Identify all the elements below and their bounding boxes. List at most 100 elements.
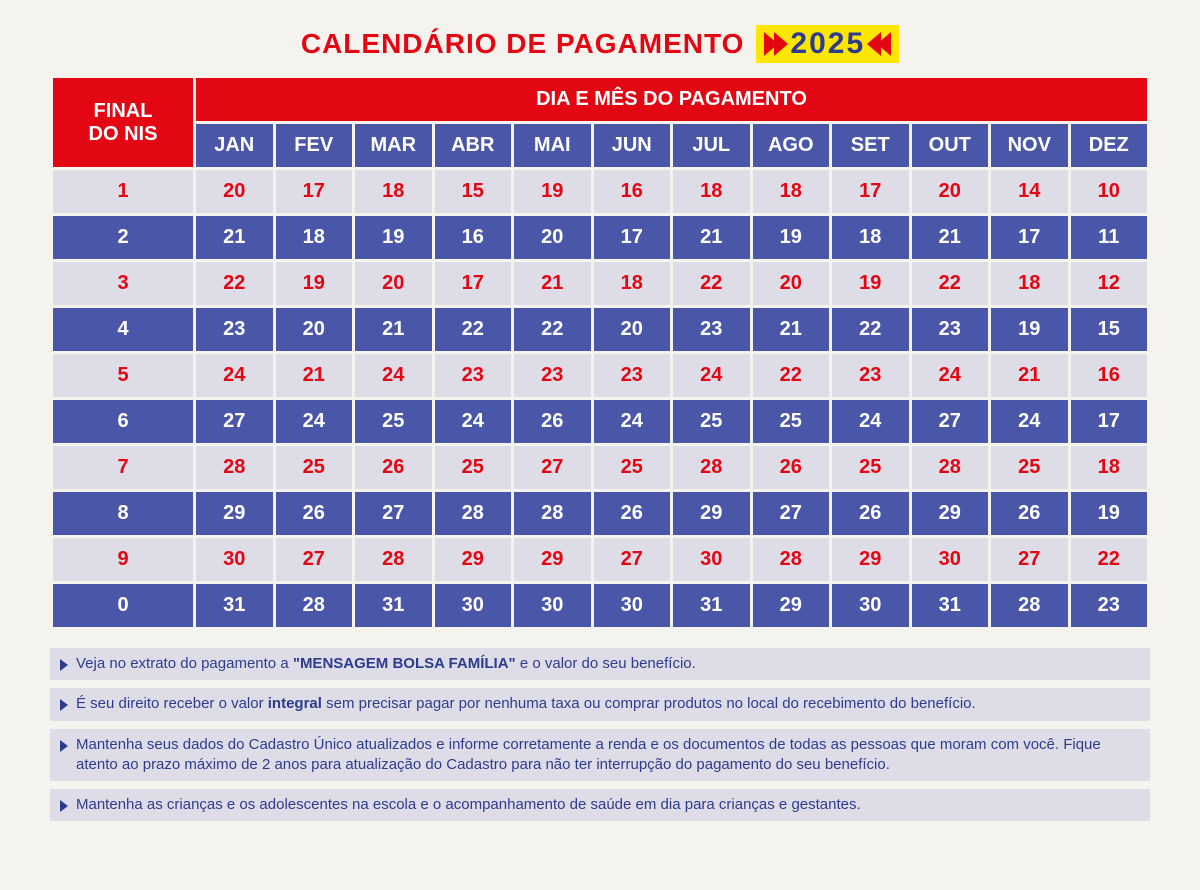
day-cell: 17 xyxy=(1071,400,1148,443)
day-cell: 24 xyxy=(594,400,671,443)
day-cell: 30 xyxy=(196,538,273,581)
day-cell: 26 xyxy=(594,492,671,535)
day-cell: 18 xyxy=(991,262,1068,305)
day-cell: 29 xyxy=(673,492,750,535)
day-cell: 30 xyxy=(594,584,671,627)
month-header: JUL xyxy=(673,124,750,167)
day-cell: 25 xyxy=(673,400,750,443)
month-header: MAR xyxy=(355,124,432,167)
header-nis-line1: FINAL xyxy=(94,100,153,122)
day-cell: 25 xyxy=(991,446,1068,489)
triangle-bullet-icon xyxy=(60,659,68,671)
day-cell: 29 xyxy=(196,492,273,535)
table-row: 9302728292927302829302722 xyxy=(53,538,1147,581)
day-cell: 20 xyxy=(912,170,989,213)
day-cell: 20 xyxy=(594,308,671,351)
day-cell: 24 xyxy=(196,354,273,397)
day-cell: 17 xyxy=(832,170,909,213)
day-cell: 23 xyxy=(594,354,671,397)
day-cell: 23 xyxy=(832,354,909,397)
day-cell: 18 xyxy=(594,262,671,305)
day-cell: 23 xyxy=(196,308,273,351)
day-cell: 29 xyxy=(832,538,909,581)
header-months-title: DIA E MÊS DO PAGAMENTO xyxy=(196,78,1147,121)
page-title: CALENDÁRIO DE PAGAMENTO xyxy=(301,28,745,60)
day-cell: 21 xyxy=(991,354,1068,397)
day-cell: 22 xyxy=(673,262,750,305)
day-cell: 20 xyxy=(355,262,432,305)
day-cell: 30 xyxy=(832,584,909,627)
day-cell: 25 xyxy=(832,446,909,489)
day-cell: 21 xyxy=(912,216,989,259)
table-row: 7282526252725282625282518 xyxy=(53,446,1147,489)
day-cell: 25 xyxy=(276,446,353,489)
day-cell: 15 xyxy=(1071,308,1148,351)
table-header: FINAL DO NIS DIA E MÊS DO PAGAMENTO JANF… xyxy=(53,78,1147,167)
day-cell: 23 xyxy=(912,308,989,351)
triangle-bullet-icon xyxy=(60,699,68,711)
nis-cell: 4 xyxy=(53,308,193,351)
day-cell: 27 xyxy=(912,400,989,443)
day-cell: 21 xyxy=(753,308,830,351)
table-row: 4232021222220232122231915 xyxy=(53,308,1147,351)
day-cell: 28 xyxy=(673,446,750,489)
day-cell: 30 xyxy=(912,538,989,581)
nis-cell: 2 xyxy=(53,216,193,259)
day-cell: 24 xyxy=(673,354,750,397)
month-header: FEV xyxy=(276,124,353,167)
day-cell: 23 xyxy=(514,354,591,397)
day-cell: 21 xyxy=(196,216,273,259)
day-cell: 31 xyxy=(355,584,432,627)
month-header: JAN xyxy=(196,124,273,167)
nis-cell: 9 xyxy=(53,538,193,581)
day-cell: 20 xyxy=(196,170,273,213)
day-cell: 25 xyxy=(355,400,432,443)
day-cell: 24 xyxy=(991,400,1068,443)
day-cell: 21 xyxy=(673,216,750,259)
notes-section: Veja no extrato do pagamento a "MENSAGEM… xyxy=(50,648,1150,821)
month-header: AGO xyxy=(753,124,830,167)
day-cell: 21 xyxy=(276,354,353,397)
nis-cell: 5 xyxy=(53,354,193,397)
day-cell: 28 xyxy=(753,538,830,581)
day-cell: 18 xyxy=(355,170,432,213)
day-cell: 19 xyxy=(753,216,830,259)
day-cell: 28 xyxy=(196,446,273,489)
note-text: Veja no extrato do pagamento a "MENSAGEM… xyxy=(76,654,696,674)
day-cell: 22 xyxy=(832,308,909,351)
table-row: 2211819162017211918211711 xyxy=(53,216,1147,259)
day-cell: 27 xyxy=(196,400,273,443)
table-row: 0312831303030312930312823 xyxy=(53,584,1147,627)
payment-calendar-table: FINAL DO NIS DIA E MÊS DO PAGAMENTO JANF… xyxy=(50,75,1150,630)
day-cell: 29 xyxy=(912,492,989,535)
title-row: CALENDÁRIO DE PAGAMENTO 2025 xyxy=(50,25,1150,63)
day-cell: 16 xyxy=(1071,354,1148,397)
month-header: JUN xyxy=(594,124,671,167)
day-cell: 22 xyxy=(514,308,591,351)
day-cell: 16 xyxy=(435,216,512,259)
day-cell: 27 xyxy=(594,538,671,581)
day-cell: 18 xyxy=(832,216,909,259)
month-header: MAI xyxy=(514,124,591,167)
day-cell: 28 xyxy=(991,584,1068,627)
day-cell: 18 xyxy=(753,170,830,213)
day-cell: 23 xyxy=(1071,584,1148,627)
day-cell: 30 xyxy=(673,538,750,581)
day-cell: 24 xyxy=(912,354,989,397)
day-cell: 15 xyxy=(435,170,512,213)
nis-cell: 1 xyxy=(53,170,193,213)
day-cell: 17 xyxy=(435,262,512,305)
day-cell: 28 xyxy=(355,538,432,581)
day-cell: 22 xyxy=(753,354,830,397)
day-cell: 30 xyxy=(435,584,512,627)
day-cell: 30 xyxy=(514,584,591,627)
day-cell: 19 xyxy=(1071,492,1148,535)
month-header: DEZ xyxy=(1071,124,1148,167)
day-cell: 20 xyxy=(276,308,353,351)
day-cell: 18 xyxy=(1071,446,1148,489)
day-cell: 28 xyxy=(912,446,989,489)
day-cell: 22 xyxy=(1071,538,1148,581)
nis-cell: 8 xyxy=(53,492,193,535)
day-cell: 10 xyxy=(1071,170,1148,213)
day-cell: 19 xyxy=(832,262,909,305)
